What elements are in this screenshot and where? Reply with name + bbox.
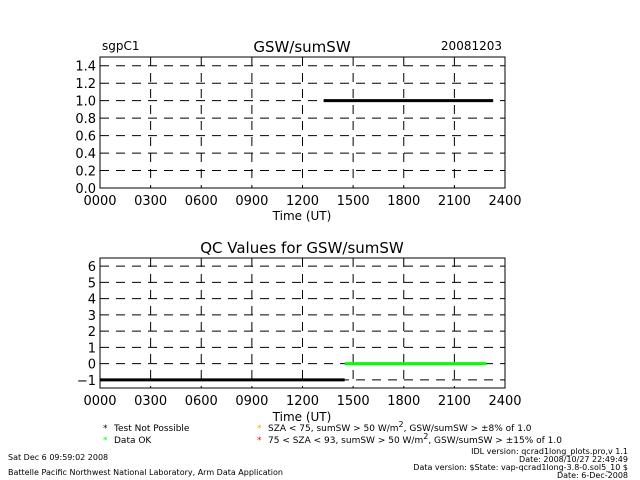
legend-symbol-test-not-possible: * [103, 424, 108, 434]
x-tick-label: 0300 [134, 194, 167, 209]
x-tick-label: 2400 [488, 394, 521, 409]
y-tick-label: 0.4 [75, 147, 96, 162]
bottom-chart-title: QC Values for GSW/sumSW [200, 239, 404, 257]
x-tick-label: 0000 [83, 194, 116, 209]
footer-data-version: Data version: $State: vap-qcrad1long-3.8… [413, 463, 628, 472]
x-tick-label: 0600 [185, 394, 218, 409]
x-tick-label: 2100 [438, 194, 471, 209]
x-tick-label: 1200 [286, 194, 319, 209]
legend-symbol-sza-75-93: * [257, 436, 262, 446]
y-tick-label: 1.4 [75, 60, 96, 75]
x-tick-label: 1200 [286, 394, 319, 409]
y-tick-label: 5 [88, 276, 96, 291]
legend-label-sza-75-93: 75 < SZA < 93, sumSW > 50 W/m2, GSW/sumS… [268, 432, 562, 446]
y-tick-label: 0.2 [75, 165, 96, 180]
x-tick-label: 1500 [337, 394, 370, 409]
legend-symbol-sza-75: * [257, 424, 262, 434]
y-tick-label: 1 [88, 341, 96, 356]
y-tick-label: 2 [88, 325, 96, 340]
legend-label-sza-75: SZA < 75, sumSW > 50 W/m2, GSW/sumSW > ±… [268, 420, 532, 434]
top-chart-title: GSW/sumSW [253, 38, 350, 56]
x-tick-label: 0900 [235, 394, 268, 409]
legend-symbol-data-ok: * [103, 436, 108, 446]
legend-label-test-not-possible: Test Not Possible [113, 424, 190, 434]
site-label: sgpC1 [102, 39, 140, 53]
footer-idl-version: IDL version: qcrad1long_plots.pro,v 1.1 [471, 447, 628, 456]
x-tick-label: 0300 [134, 394, 167, 409]
x-tick-label: 1800 [387, 394, 420, 409]
bottom-x-axis-label: Time (UT) [272, 410, 332, 424]
footer-run-date: Date: 2008/10/27 22:49:49 [519, 455, 628, 464]
date-label: 20081203 [441, 39, 502, 53]
x-tick-label: 2100 [438, 394, 471, 409]
y-tick-label: 3 [88, 309, 96, 324]
x-tick-label: 0900 [235, 194, 268, 209]
y-tick-label: 0.6 [75, 130, 96, 145]
y-tick-label: 6 [88, 260, 96, 275]
qc-values-chart: 0000 0300 0600 0900 1200 1500 1800 2100 2400 −10 1… [77, 257, 522, 409]
footer-timestamp: Sat Dec 6 09:59:02 2008 [8, 453, 108, 462]
y-tick-label: 1.2 [75, 77, 96, 92]
legend: * Test Not Possible * Data OK * SZA < 75… [103, 420, 562, 446]
x-tick-label: 1800 [387, 194, 420, 209]
legend-label-data-ok: Data OK [114, 436, 152, 446]
x-tick-label: 0000 [83, 394, 116, 409]
y-tick-label: −1 [77, 374, 96, 389]
top-x-axis-label: Time (UT) [272, 209, 332, 223]
x-tick-label: 0600 [185, 194, 218, 209]
y-tick-label: 0.8 [75, 112, 96, 127]
y-tick-label: 0.0 [75, 182, 96, 197]
y-tick-label: 1.0 [75, 95, 96, 110]
x-tick-label: 2400 [488, 194, 521, 209]
x-tick-label: 1500 [337, 194, 370, 209]
y-tick-label: 4 [88, 293, 96, 308]
gsw-sumsw-chart: 0000 0300 0600 0900 1200 1500 1800 2100 2400 0.0 0… [75, 56, 522, 209]
footer-data-date: Date: 6-Dec-2008 [557, 471, 628, 480]
footer-lab: Battelle Pacific Northwest National Labo… [8, 468, 283, 477]
y-tick-label: 0 [88, 358, 96, 373]
